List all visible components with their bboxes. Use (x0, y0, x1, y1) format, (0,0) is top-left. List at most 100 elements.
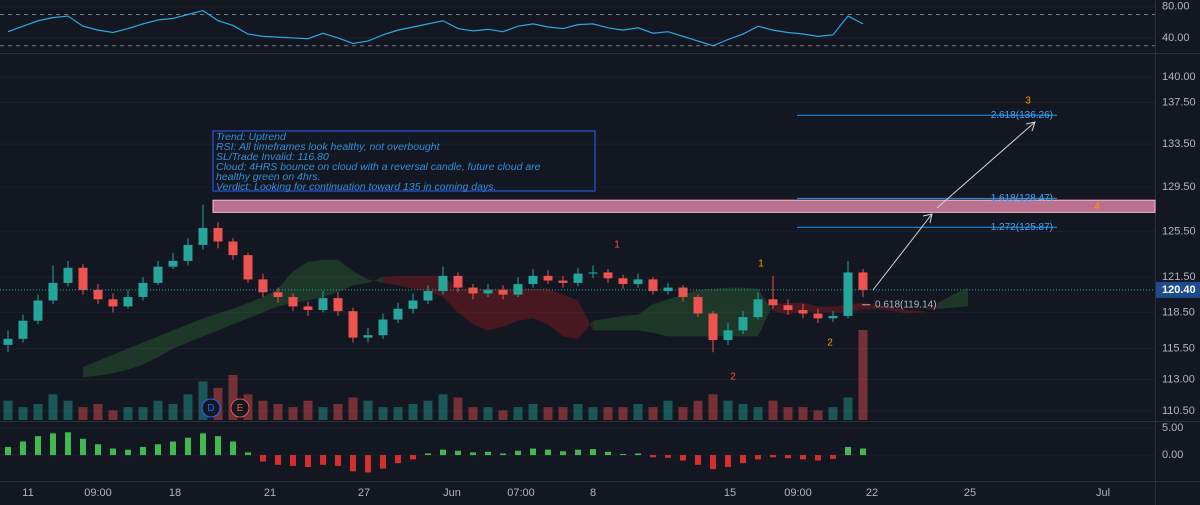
volume-bar (78, 407, 88, 420)
x-tick-label: 18 (169, 487, 181, 499)
cloud-segment (908, 309, 923, 314)
volume-bar (3, 400, 13, 420)
volume-bar (333, 403, 343, 420)
histogram-bar (665, 455, 671, 458)
histogram-bar (500, 453, 506, 456)
histogram-bar (590, 449, 596, 456)
candle-body (423, 291, 433, 301)
candle-body (453, 275, 463, 288)
wave-label: 3 (1025, 96, 1031, 107)
candle-body (123, 296, 133, 307)
volume-bar (273, 403, 283, 420)
histogram-bar (725, 455, 731, 467)
histogram-bar (350, 455, 356, 472)
candle-body (648, 279, 658, 292)
cloud-segment (83, 360, 98, 377)
volume-bar (588, 407, 598, 420)
candle-body (378, 319, 388, 336)
cloud-segment (413, 275, 428, 292)
histogram-bar (530, 448, 536, 456)
event-badge (201, 398, 221, 418)
cloud-segment (218, 308, 233, 331)
histogram-bar (680, 455, 686, 461)
cloud-segment (488, 288, 503, 331)
rsi-line (7, 9, 864, 47)
volume-bar (318, 407, 328, 420)
y-tick-label: 125.50 (1162, 225, 1196, 237)
event-label: D (207, 403, 214, 414)
projection-arrows (872, 121, 1036, 291)
histogram-bar (470, 452, 476, 456)
histogram-bar (380, 455, 386, 469)
candle-body (738, 317, 748, 331)
histogram-bar (95, 444, 101, 456)
wave-label: 1 (614, 240, 620, 251)
candle-body (138, 282, 148, 297)
fib-label: 2.618(136.26) (991, 110, 1053, 121)
histogram-bar (140, 446, 146, 456)
volume-bar (708, 394, 718, 420)
histogram-bar (845, 446, 851, 456)
volume-bar (813, 410, 823, 420)
cloud-segment (158, 330, 173, 358)
candle-body (303, 306, 313, 310)
candle-body (753, 299, 763, 318)
volume-bar (858, 330, 868, 420)
candle-body (363, 335, 373, 338)
histogram-bar (230, 441, 236, 456)
volume-bar (828, 407, 838, 420)
cloud-segment (608, 315, 623, 331)
x-tick-label: 27 (358, 487, 370, 499)
candle-body (843, 272, 853, 316)
histogram-bar (755, 455, 761, 460)
cloud-segment (893, 307, 908, 314)
wave-label: 4 (1094, 202, 1100, 213)
candle-body (708, 313, 718, 341)
wave-label: 2 (827, 338, 833, 349)
volume-bar (498, 410, 508, 420)
y-tick-label: 0.00 (1162, 449, 1183, 461)
cloud-segment (578, 300, 593, 339)
candle-body (633, 279, 643, 285)
histogram-bar (170, 441, 176, 456)
y-tick-label: 137.50 (1162, 96, 1196, 108)
volume-bar (558, 407, 568, 420)
volume-bar (468, 407, 478, 420)
current-price-box (1156, 281, 1200, 298)
volume-bar (438, 394, 448, 420)
cloud-segment (818, 306, 833, 313)
y-tick-label: 133.50 (1162, 138, 1196, 150)
histogram-bar (395, 455, 401, 464)
resistance-zone (212, 199, 1156, 213)
volume-bar (648, 407, 658, 420)
candle-body (798, 309, 808, 314)
volume-bar (168, 403, 178, 420)
volume-bar (618, 407, 628, 420)
cloud-segment (323, 259, 338, 297)
histogram-bar (545, 449, 551, 456)
arrow-head (922, 213, 933, 224)
cloud-segment (398, 275, 413, 289)
histogram-bar (320, 455, 326, 465)
histogram-bar (275, 455, 281, 465)
x-tick-label: 11 (22, 487, 33, 499)
y-tick-label: 113.00 (1162, 373, 1195, 385)
cloud-segment (518, 288, 533, 321)
volume-bar (288, 407, 298, 420)
arrow-head (1025, 121, 1036, 132)
candle-body (348, 311, 358, 338)
x-tick-label: 21 (264, 487, 276, 499)
candle-body (243, 255, 253, 280)
histogram-bar (20, 441, 26, 456)
candle-body (513, 284, 523, 295)
volume-bar (753, 407, 763, 420)
histogram-bar (215, 436, 221, 456)
cloud-segment (878, 305, 893, 312)
candle-body (48, 282, 58, 301)
histogram-bar (815, 455, 821, 461)
candle-body (723, 330, 733, 341)
note-line: RSI: All timeframes look healthy, not ov… (216, 141, 441, 153)
fib-label: 1.618(128.47) (991, 193, 1053, 204)
histogram-bar (245, 452, 251, 456)
